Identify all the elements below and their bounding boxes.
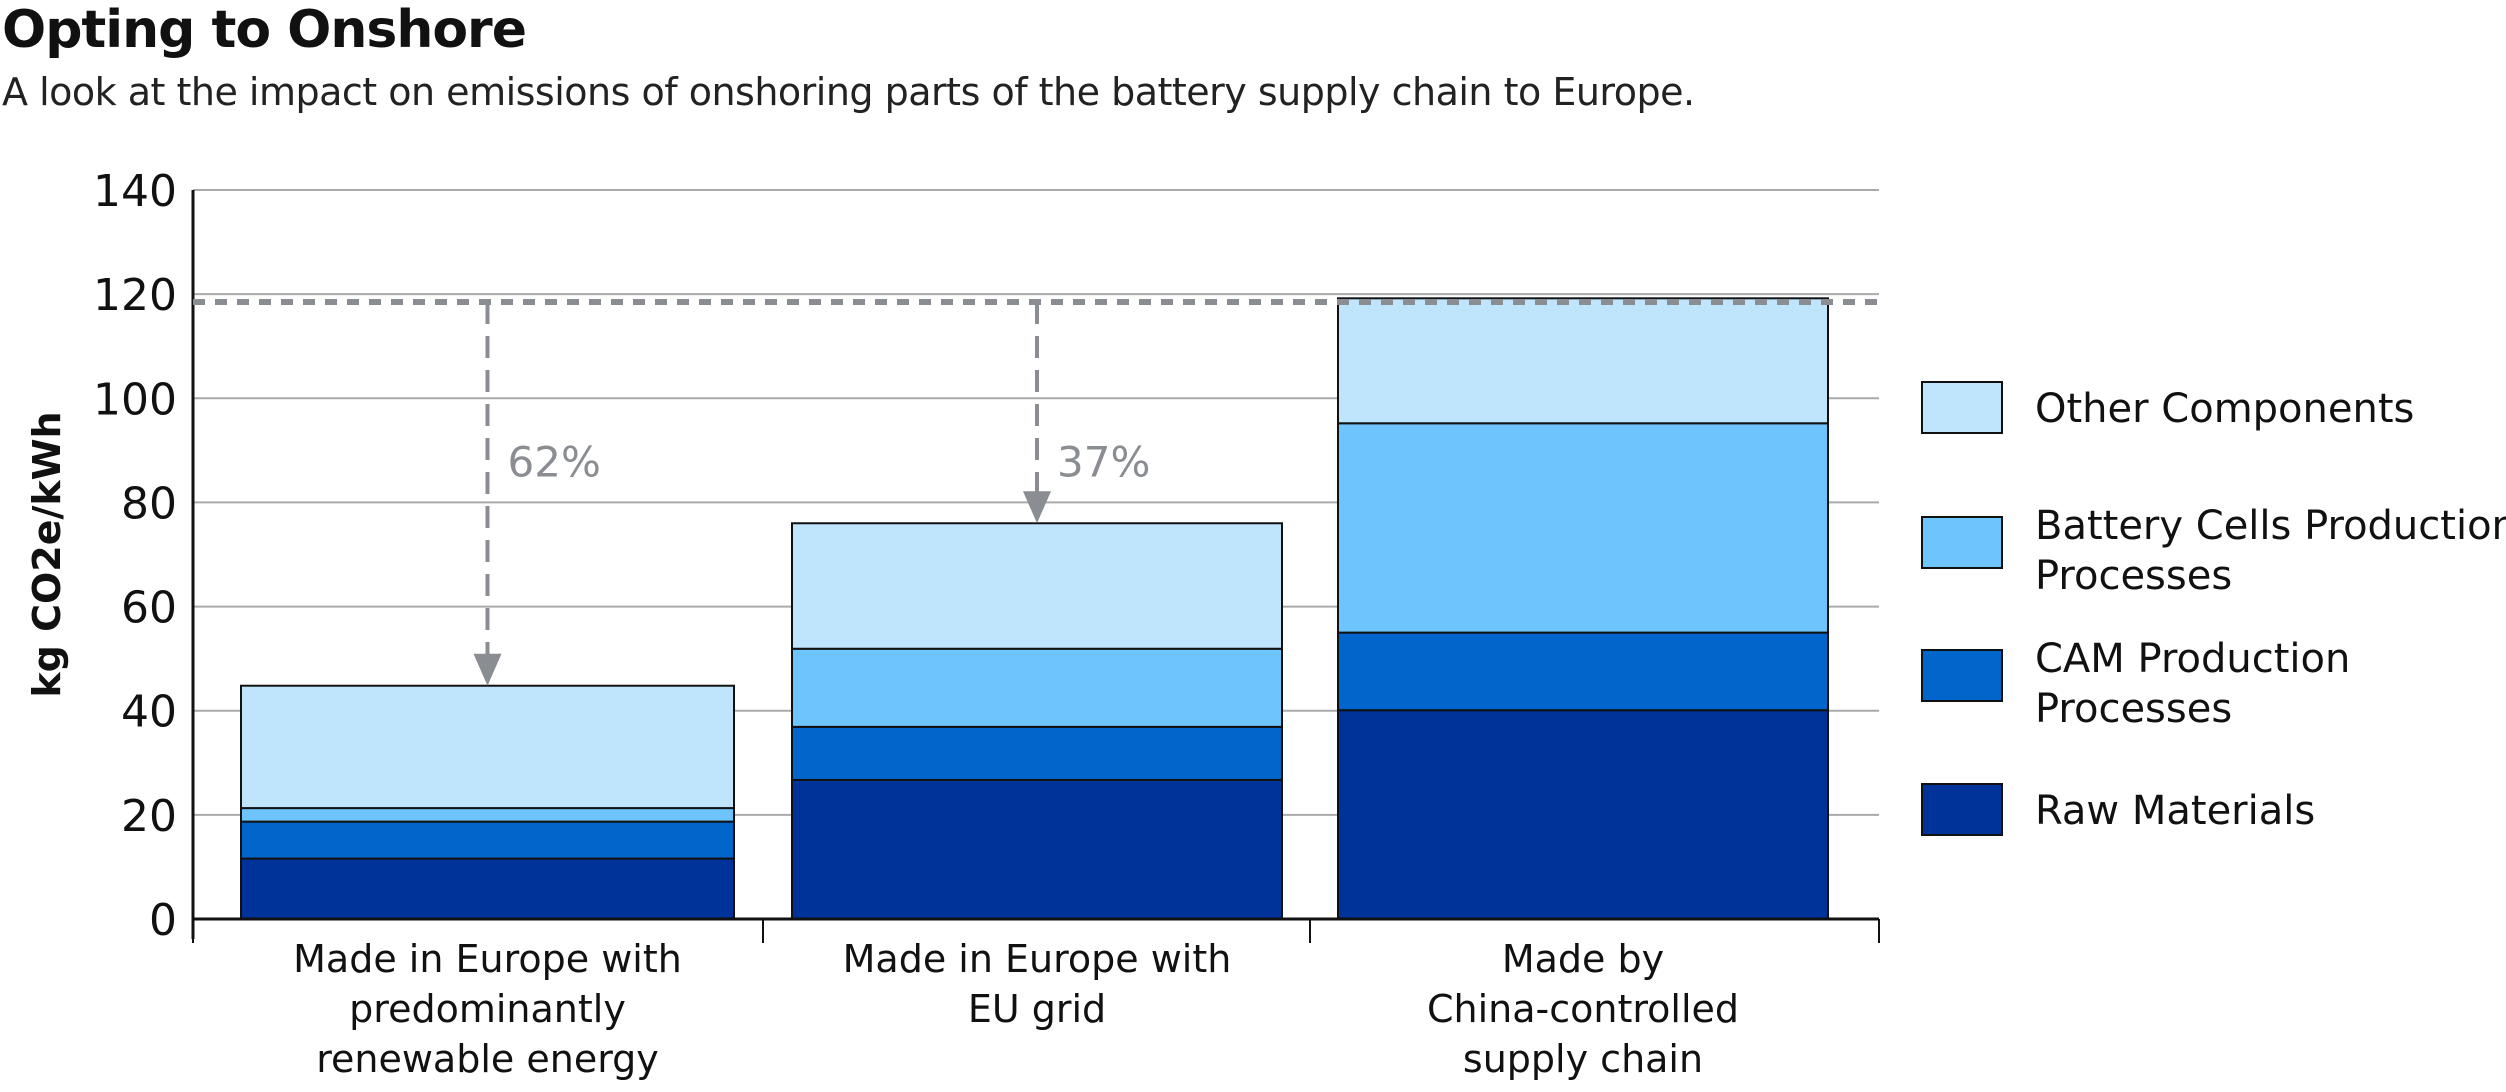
legend-label: Processes: [2035, 686, 2232, 732]
bar-segment: [1337, 297, 1829, 425]
y-tick-label: 100: [93, 374, 177, 425]
legend-swatch: [1921, 649, 2003, 702]
y-tick-label: 0: [149, 895, 177, 946]
x-tick-label: Made by: [1502, 937, 1664, 981]
x-tick-label: Made in Europe with: [843, 937, 1232, 981]
x-tick-label: Made in Europe with: [293, 937, 682, 981]
y-tick-label: 60: [121, 583, 177, 634]
bar-segment: [791, 778, 1283, 921]
bar-segment: [240, 807, 735, 823]
bar-segment: [1337, 709, 1829, 920]
legend-swatch: [1921, 516, 2003, 569]
bar-segment: [240, 684, 735, 810]
bar-segment: [240, 857, 735, 921]
y-axis-label: kg CO2e/kWh: [25, 411, 69, 697]
arrow-head-icon: [1023, 491, 1051, 524]
legend-label: Other Components: [2035, 386, 2414, 432]
bar-segment: [791, 522, 1283, 650]
legend-swatch: [1921, 381, 2003, 434]
legend-label: Battery Cells Production: [2035, 503, 2506, 549]
y-tick-label: 140: [93, 166, 177, 217]
legend-label: CAM Production: [2035, 636, 2350, 682]
x-tick-label: China-controlled: [1427, 987, 1739, 1031]
bar-segment: [1337, 631, 1829, 712]
legend-swatch: [1921, 783, 2003, 836]
legend-label: Processes: [2035, 553, 2232, 599]
x-tick-label: supply chain: [1463, 1037, 1703, 1081]
arrow-head-icon: [473, 653, 502, 686]
x-tick-label: predominantly: [349, 987, 626, 1031]
y-tick-label: 20: [121, 791, 177, 842]
legend-label: Raw Materials: [2035, 788, 2315, 834]
x-tick-label: EU grid: [968, 987, 1106, 1031]
x-tick-label: renewable energy: [316, 1037, 659, 1081]
y-tick-label: 80: [121, 478, 177, 529]
annotation-label: 37%: [1057, 437, 1150, 486]
bar-segment: [240, 820, 735, 860]
bar-segment: [791, 725, 1283, 781]
chart-subtitle: A look at the impact on emissions of ons…: [2, 70, 1695, 114]
chart-title: Opting to Onshore: [2, 0, 527, 60]
bar-segment: [1337, 422, 1829, 634]
annotation-label: 62%: [508, 437, 601, 486]
y-tick-label: 120: [93, 270, 177, 321]
y-tick-label: 40: [121, 687, 177, 738]
bar-segment: [791, 647, 1283, 728]
